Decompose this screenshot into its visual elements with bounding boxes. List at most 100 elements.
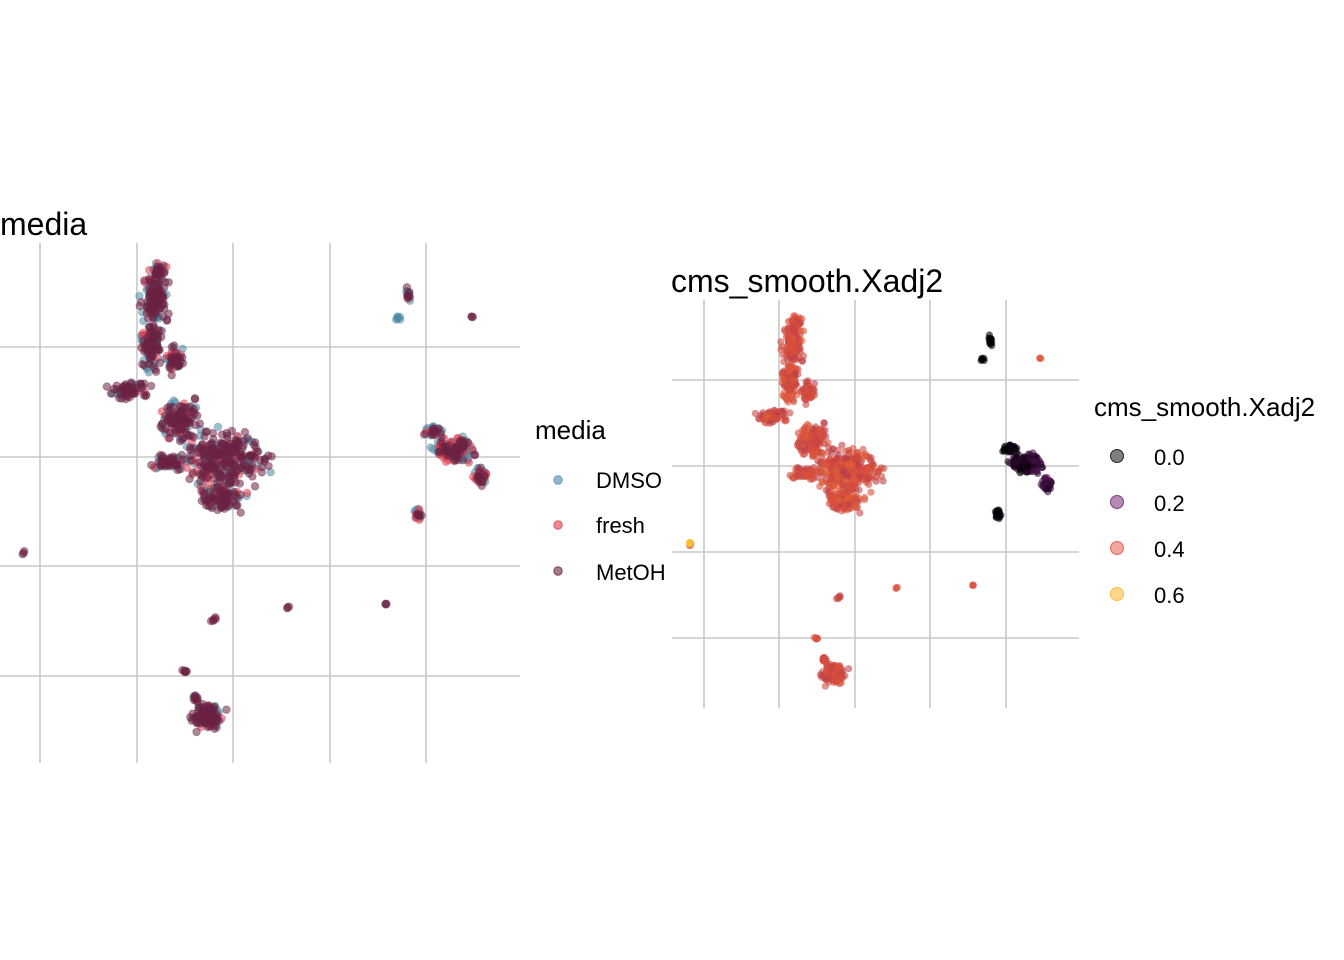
legend-entry-0-0: 0.0 xyxy=(1110,445,1185,470)
panel-title-cms: cms_smooth.Xadj2 xyxy=(671,263,943,299)
point-media-metoh-1325 xyxy=(221,490,231,499)
legend-cms: cms_smooth.Xadj2 0.0 0.2 0.4 0.6 xyxy=(1094,392,1315,608)
point-cms-819 xyxy=(827,473,835,481)
points-cms xyxy=(686,312,1055,690)
point-cms-1472 xyxy=(845,665,853,673)
point-cms-763 xyxy=(819,449,827,457)
legend-title-media: media xyxy=(535,415,606,445)
legend-entry-0-6: 0.6 xyxy=(1110,583,1185,608)
point-cms-855 xyxy=(818,479,826,487)
point-media-metoh-921 xyxy=(106,389,116,398)
point-cms-530 xyxy=(797,433,805,441)
legend-key-dmso xyxy=(553,475,563,485)
point-cms-780 xyxy=(811,451,819,459)
point-media-metoh-878 xyxy=(151,367,161,377)
point-cms-1223 xyxy=(1024,463,1032,471)
point-media-metoh-874 xyxy=(137,343,146,352)
point-media-metoh-780 xyxy=(162,315,172,325)
point-media-metoh-1222 xyxy=(198,472,208,482)
point-cms-1514 xyxy=(969,581,977,590)
point-media-metoh-1372 xyxy=(469,450,479,460)
point-media-metoh-792 xyxy=(140,276,149,285)
legend-label-0-6: 0.6 xyxy=(1154,583,1185,608)
point-media-metoh-1483 xyxy=(222,705,231,715)
point-cms-273 xyxy=(780,375,788,383)
point-cms-838 xyxy=(837,464,845,472)
point-cms-261 xyxy=(785,368,793,376)
point-cms-405 xyxy=(809,384,817,392)
point-cms-1212 xyxy=(1038,463,1046,472)
point-media-metoh-1105 xyxy=(209,434,218,444)
point-media-metoh-1224 xyxy=(244,452,253,462)
point-media-metoh-800 xyxy=(160,277,170,287)
legend-media: media DMSO fresh MetOH xyxy=(535,415,666,585)
point-media-metoh-802 xyxy=(151,298,161,308)
legend-label-0-4: 0.4 xyxy=(1154,537,1185,562)
point-cms-921 xyxy=(795,464,803,472)
point-cms-929 xyxy=(797,470,805,478)
point-media-metoh-1511 xyxy=(284,602,294,612)
point-media-metoh-1234 xyxy=(238,455,248,465)
point-cms-835 xyxy=(859,451,868,459)
point-cms-278 xyxy=(791,371,799,379)
panel-media: media media DMSO fresh MetOH xyxy=(0,206,666,763)
point-cms-1053 xyxy=(988,342,996,350)
point-cms-1319 xyxy=(1010,443,1018,451)
point-cms-272 xyxy=(790,398,798,406)
point-media-metoh-1173 xyxy=(189,432,198,442)
legend-key-fresh xyxy=(553,520,563,530)
point-media-metoh-1373 xyxy=(458,441,468,451)
point-media-metoh-1182 xyxy=(264,451,273,460)
point-media-metoh-1141 xyxy=(185,474,194,484)
point-media-metoh-803 xyxy=(151,309,160,319)
point-media-metoh-1327 xyxy=(222,497,231,506)
point-cms-1502 xyxy=(834,594,843,602)
point-cms-916 xyxy=(810,463,818,472)
legend-key-metoh xyxy=(553,566,563,576)
point-cms-1224 xyxy=(1031,457,1039,465)
point-cms-124 xyxy=(777,346,785,354)
point-cms-1227 xyxy=(1016,469,1024,477)
point-cms-795 xyxy=(853,449,862,457)
point-media-metoh-870 xyxy=(145,329,154,339)
point-cms-1471 xyxy=(833,678,841,686)
point-media-metoh-1205 xyxy=(230,459,240,469)
point-cms-118 xyxy=(784,345,792,353)
point-media-metoh-1502 xyxy=(209,616,218,625)
panel-cms: cms_smooth.Xadj2 cms_smooth.Xadj2 0.0 0.… xyxy=(671,263,1315,708)
point-media-metoh-1033 xyxy=(177,413,187,422)
point-cms-90 xyxy=(798,357,807,365)
point-media-metoh-1478 xyxy=(212,716,222,725)
point-media-metoh-1388 xyxy=(474,472,484,481)
point-media-metoh-1270 xyxy=(165,460,175,470)
point-media-metoh-946 xyxy=(167,370,176,380)
point-cms-513 xyxy=(794,439,803,447)
point-media-metoh-1241 xyxy=(147,460,156,470)
point-cms-638 xyxy=(867,488,875,496)
point-media-metoh-926 xyxy=(126,378,136,387)
point-cms-1229 xyxy=(1006,459,1014,467)
point-cms-235 xyxy=(779,392,787,400)
point-cms-1030 xyxy=(837,489,845,497)
point-media-metoh-918 xyxy=(121,394,131,404)
point-media-metoh-1498 xyxy=(180,666,189,676)
point-media-metoh-1286 xyxy=(236,508,245,517)
point-cms-536 xyxy=(810,434,818,442)
point-media-metoh-1401 xyxy=(434,424,443,433)
point-media-metoh-1217 xyxy=(201,445,210,455)
point-media-dmso-328 xyxy=(393,314,403,323)
point-media-metoh-1034 xyxy=(184,418,194,428)
point-cms-1228 xyxy=(1019,460,1027,468)
point-media-metoh-1321 xyxy=(207,503,217,513)
point-cms-834 xyxy=(842,481,850,489)
point-media-metoh-1025 xyxy=(188,407,197,417)
point-media-metoh-826 xyxy=(155,271,165,280)
point-media-metoh-1396 xyxy=(437,433,446,442)
point-media-metoh-1229 xyxy=(225,477,235,487)
point-media-metoh-1029 xyxy=(176,420,186,430)
point-media-metoh-882 xyxy=(152,340,161,349)
point-media-metoh-1390 xyxy=(419,430,429,439)
point-media-metoh-954 xyxy=(167,355,177,365)
point-media-metoh-880 xyxy=(145,353,154,362)
